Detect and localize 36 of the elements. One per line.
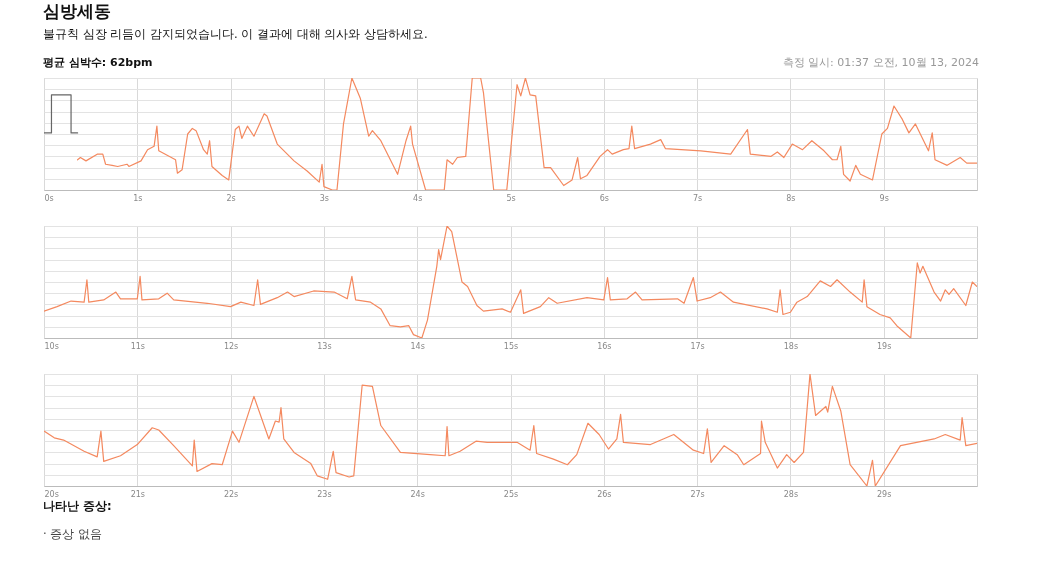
text: · 증상 없음 xyxy=(43,527,103,542)
text: 나타난 증상: xyxy=(43,499,112,514)
x-tick-label: 9s xyxy=(879,193,889,203)
x-tick-label: 22s xyxy=(223,489,239,499)
x-tick-label: 29s xyxy=(877,489,892,499)
chart-subtitle: 불규칙 심장 리듬이 감지되었습니다. 이 결과에 대해 의사와 상담하세요. xyxy=(43,27,428,42)
x-tick-label: 23s xyxy=(317,489,332,499)
x-tick-label: 4s xyxy=(413,193,423,203)
x-tick-label: 26s xyxy=(597,489,612,499)
x-tick-label: 7s xyxy=(692,193,703,203)
x-tick-label: 15s xyxy=(503,341,519,351)
x-tick-label: 8s xyxy=(786,193,796,203)
x-tick-label: 18s xyxy=(783,341,799,351)
x-tick-label: 12s xyxy=(223,341,239,351)
chart-title: 심방세동 xyxy=(43,0,111,23)
x-tick-label: 20s xyxy=(44,489,59,499)
x-tick-label: 11s xyxy=(130,341,145,351)
x-tick-label: 16s xyxy=(597,341,612,351)
x-tick-label: 13s xyxy=(317,341,332,351)
x-tick-label: 27s xyxy=(690,489,705,499)
x-tick-label: 1s xyxy=(133,193,143,203)
x-tick-label: 5s xyxy=(506,193,516,203)
text: 측정 일시: 01:37 오전, 10월 13, 2024 xyxy=(782,55,979,70)
x-tick-label: 14s xyxy=(410,341,425,351)
x-tick-label: 25s xyxy=(503,489,519,499)
x-tick-label: 19s xyxy=(877,341,892,351)
x-tick-label: 0s xyxy=(44,193,54,203)
x-tick-label: 28s xyxy=(783,489,799,499)
x-tick-label: 24s xyxy=(410,489,425,499)
x-tick-label: 6s xyxy=(599,193,609,203)
x-tick-label: 10s xyxy=(44,341,59,351)
x-tick-label: 17s xyxy=(690,341,705,351)
x-tick-label: 21s xyxy=(130,489,145,499)
x-tick-label: 2s xyxy=(226,193,236,203)
text: 평균 심박수: 62bpm xyxy=(43,55,153,70)
x-tick-label: 3s xyxy=(319,193,330,203)
